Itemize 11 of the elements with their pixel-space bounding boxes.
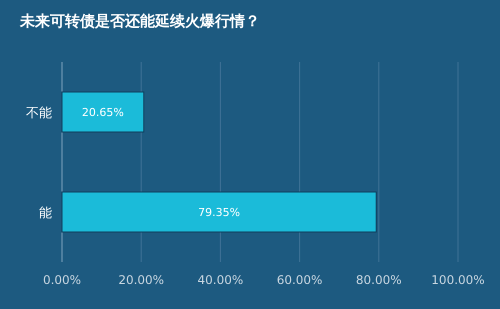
x-tick-label: 40.00%: [198, 273, 244, 287]
chart-title: 未来可转债是否还能延续火爆行情？: [19, 12, 260, 30]
y-tick-label: 不能: [26, 106, 52, 121]
x-tick-label: 0.00%: [42, 273, 82, 287]
data-label: 79.35%: [198, 206, 240, 219]
x-tick-label: 100.00%: [431, 273, 485, 287]
x-tick-label: 20.00%: [118, 273, 164, 287]
x-tick-label: 60.00%: [276, 273, 322, 287]
data-label: 20.65%: [82, 106, 124, 119]
y-tick-label: 能: [39, 206, 52, 221]
x-tick-label: 80.00%: [356, 273, 402, 287]
